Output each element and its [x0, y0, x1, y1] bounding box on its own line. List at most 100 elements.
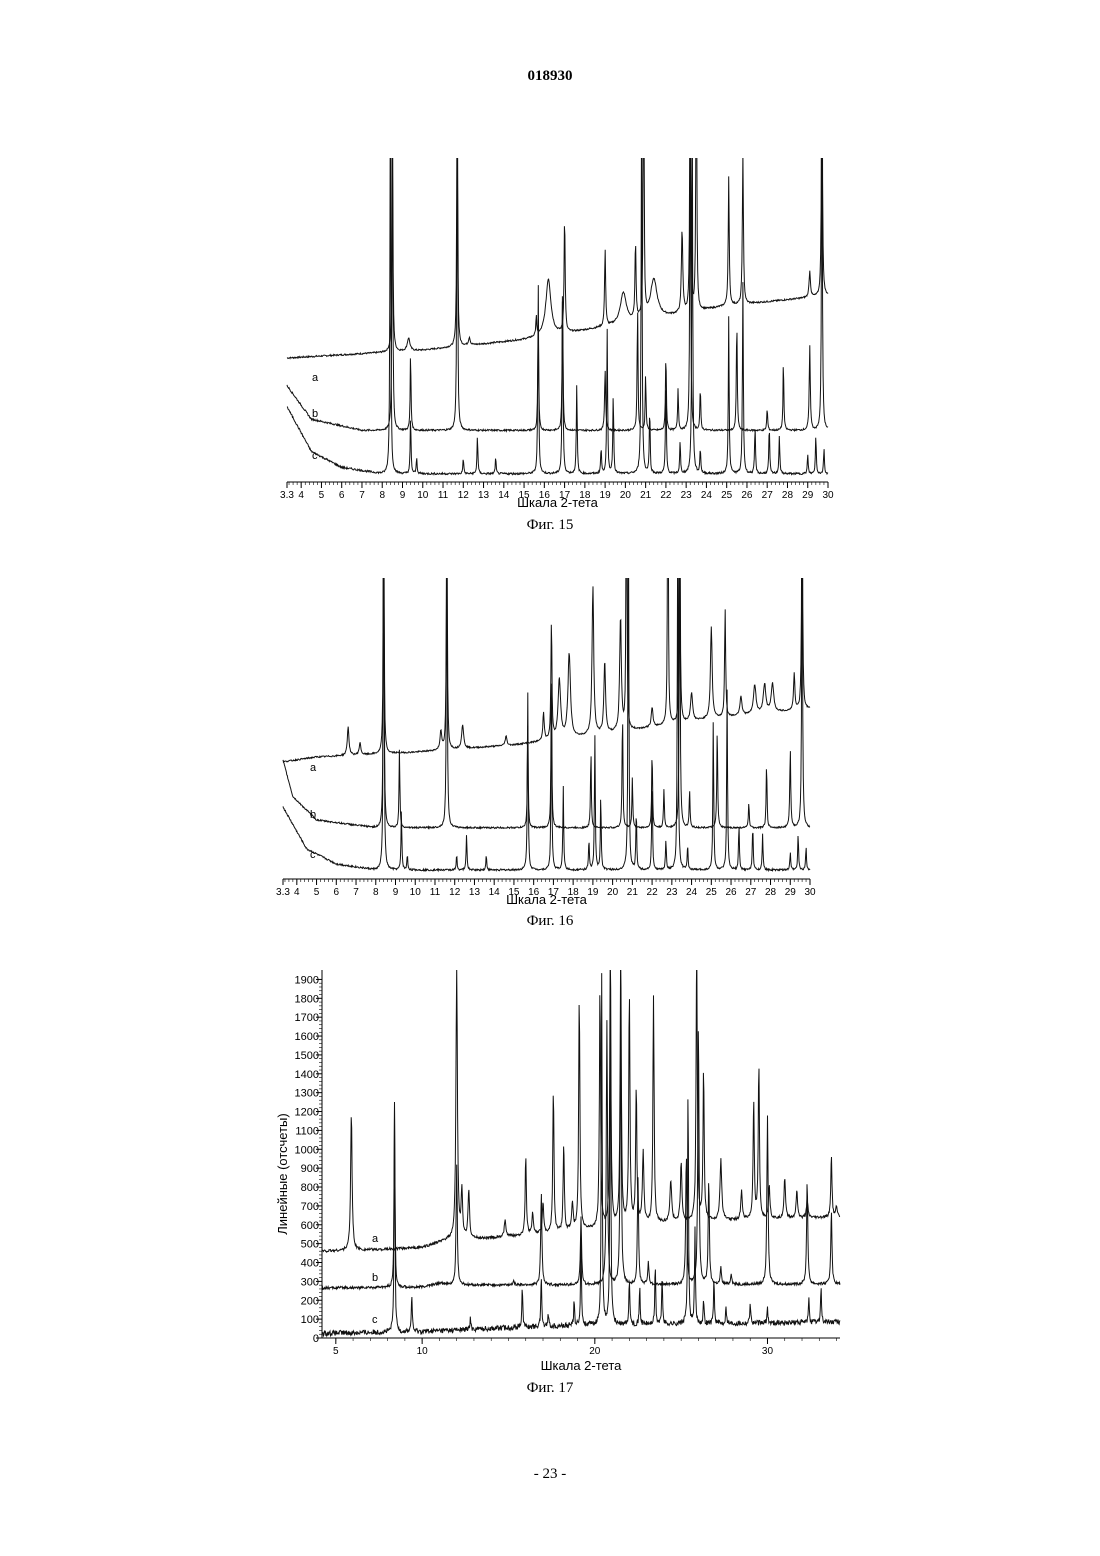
x-tick-label: 5 — [333, 1346, 339, 1357]
x-tick-label: 27 — [745, 887, 757, 898]
x-tick-label: 16 — [539, 490, 551, 501]
figure-17-caption: Фиг. 17 — [0, 1380, 1100, 1397]
x-tick-label: 14 — [489, 887, 501, 898]
x-tick-label: 25 — [721, 490, 733, 501]
y-axis-label: Линейные (отсчеты) — [275, 1113, 290, 1234]
x-tick-label: 4 — [294, 887, 300, 898]
y-tick-label: 1400 — [295, 1069, 319, 1081]
series-b-trace — [287, 95, 828, 431]
x-tick-label: 11 — [438, 490, 449, 501]
series-c-trace — [283, 479, 810, 871]
y-tick-label: 1600 — [295, 1031, 319, 1043]
x-tick-label: 6 — [334, 887, 340, 898]
y-tick-label: 200 — [301, 1295, 319, 1307]
x-tick-label: 20 — [589, 1346, 601, 1357]
y-tick-label: 1200 — [295, 1107, 319, 1119]
series-b-label: b — [372, 1272, 378, 1284]
figure-15-caption: Фиг. 15 — [0, 517, 1100, 534]
y-tick-label: 700 — [301, 1201, 319, 1213]
x-tick-label: 22 — [647, 887, 659, 898]
series-c-label: c — [312, 450, 318, 462]
y-tick-label: 600 — [301, 1220, 319, 1232]
x-tick-label: 28 — [782, 490, 794, 501]
x-tick-label: 18 — [579, 490, 591, 501]
x-tick-label: 26 — [725, 887, 737, 898]
x-tick-label: 20 — [607, 887, 619, 898]
x-tick-label: 22 — [660, 490, 672, 501]
x-tick-label: 17 — [548, 887, 560, 898]
series-c-label: c — [372, 1314, 378, 1326]
x-tick-label: 13 — [478, 490, 490, 501]
series-a-label: a — [310, 762, 317, 774]
x-axis-label: Шкала 2-тета — [506, 892, 588, 907]
x-tick-label: 27 — [762, 490, 774, 501]
y-tick-label: 0 — [313, 1333, 319, 1345]
y-tick-label: 1700 — [295, 1012, 319, 1024]
x-tick-label: 23 — [666, 887, 678, 898]
series-c-label: c — [310, 849, 316, 861]
page-footer: - 23 - — [0, 1466, 1100, 1483]
x-tick-label: 19 — [600, 490, 612, 501]
x-tick-label: 14 — [498, 490, 510, 501]
x-tick-label: 15 — [519, 490, 531, 501]
x-tick-label: 29 — [785, 887, 797, 898]
y-tick-label: 1100 — [295, 1125, 319, 1137]
x-tick-label: 16 — [528, 887, 540, 898]
x-tick-label: 28 — [765, 887, 777, 898]
x-tick-label: 6 — [339, 490, 345, 501]
x-tick-label: 23 — [681, 490, 693, 501]
x-tick-label: 24 — [701, 490, 713, 501]
y-tick-label: 1300 — [295, 1088, 319, 1100]
x-tick-label: 21 — [627, 887, 639, 898]
x-tick-label: 10 — [417, 490, 429, 501]
x-axis-label: Шкала 2-тета — [541, 1358, 623, 1373]
figure-16-caption: Фиг. 16 — [0, 913, 1100, 930]
x-tick-label: 18 — [568, 887, 580, 898]
x-tick-label: 30 — [762, 1346, 774, 1357]
x-tick-label: 20 — [620, 490, 632, 501]
series-b-trace — [322, 1020, 840, 1289]
x-tick-label: 8 — [373, 887, 379, 898]
series-b-trace — [283, 491, 810, 829]
series-a-trace — [322, 951, 840, 1252]
y-tick-label: 300 — [301, 1276, 319, 1288]
x-tick-label: 7 — [359, 490, 365, 501]
y-tick-label: 1000 — [295, 1144, 319, 1156]
x-tick-label: 26 — [741, 490, 753, 501]
y-tick-label: 500 — [301, 1239, 319, 1251]
x-tick-label: 11 — [430, 887, 441, 898]
x-tick-label: 3.3 — [280, 490, 294, 501]
y-tick-label: 400 — [301, 1258, 319, 1270]
y-tick-label: 1800 — [295, 993, 319, 1005]
x-tick-label: 25 — [706, 887, 718, 898]
series-a-trace — [283, 413, 810, 762]
series-a-trace — [287, 3, 828, 359]
x-tick-label: 10 — [417, 1346, 429, 1357]
x-tick-label: 7 — [353, 887, 359, 898]
x-tick-label: 12 — [449, 887, 461, 898]
x-axis-label: Шкала 2-тета — [517, 495, 599, 510]
x-tick-label: 17 — [559, 490, 571, 501]
x-tick-label: 24 — [686, 887, 698, 898]
x-tick-label: 21 — [640, 490, 652, 501]
x-tick-label: 9 — [393, 887, 399, 898]
y-tick-label: 100 — [301, 1314, 319, 1326]
series-c-trace — [322, 973, 840, 1336]
x-tick-label: 19 — [587, 887, 599, 898]
y-tick-label: 900 — [301, 1163, 319, 1175]
x-tick-label: 15 — [508, 887, 520, 898]
x-tick-label: 13 — [469, 887, 481, 898]
y-tick-label: 1500 — [295, 1050, 319, 1062]
x-tick-label: 29 — [802, 490, 814, 501]
x-tick-label: 3.3 — [276, 887, 290, 898]
document-number: 018930 — [0, 68, 1100, 85]
y-tick-label: 1900 — [295, 974, 319, 986]
x-tick-label: 30 — [804, 887, 816, 898]
y-tick-label: 800 — [301, 1182, 319, 1194]
series-b-label: b — [310, 809, 316, 821]
series-a-label: a — [372, 1233, 379, 1245]
series-c-trace — [287, 89, 828, 474]
